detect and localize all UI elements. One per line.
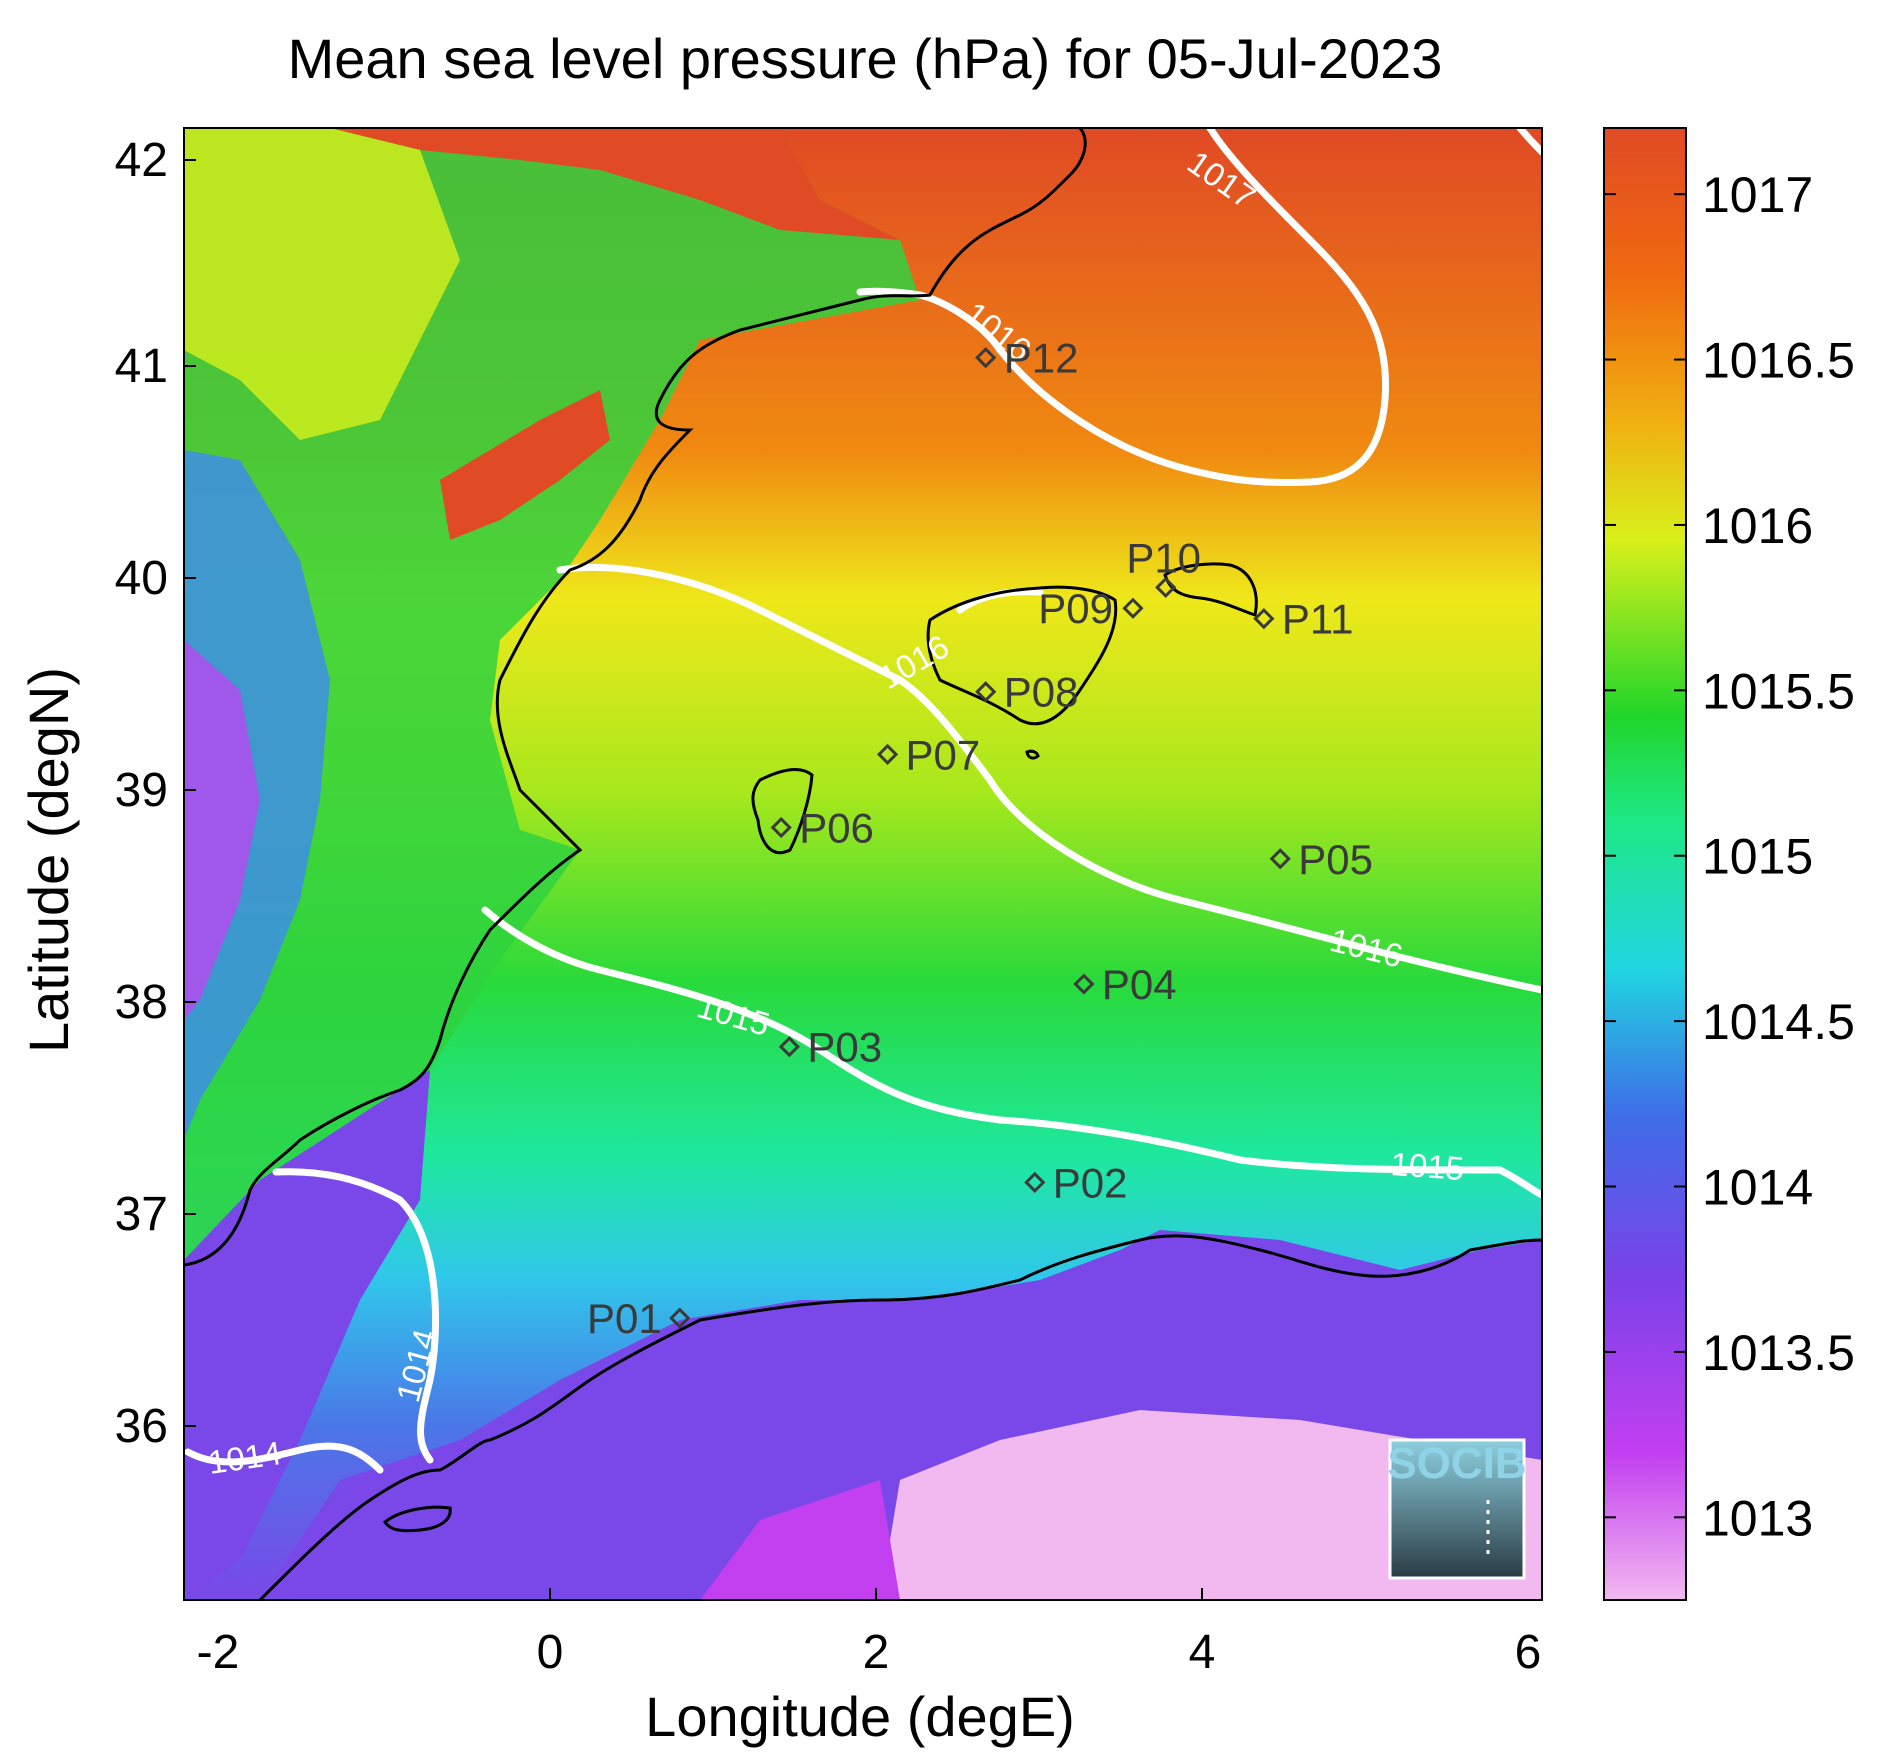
station-label-p05: P05	[1298, 836, 1373, 883]
colorbar-tick-label: 1013.5	[1702, 1325, 1855, 1381]
figure-title: Mean sea level pressure (hPa) for 05-Jul…	[288, 27, 1443, 90]
station-label-p11: P11	[1282, 596, 1354, 643]
x-tick-label: 4	[1189, 1626, 1216, 1679]
plot-frame	[183, 127, 1543, 1601]
coastline-alboran	[383, 1505, 452, 1533]
station-marker-p01	[669, 1307, 691, 1329]
colorbar-ticks: 1013 1013.5 1014 1014.5 1015 1015.5 1016 1016.5…	[1604, 167, 1855, 1546]
station-label-p08: P08	[1004, 669, 1079, 716]
y-tick-label: 39	[115, 764, 168, 817]
isobar-lines	[184, 128, 1542, 1474]
y-tick-label: 37	[115, 1188, 168, 1241]
y-tick-label: 38	[115, 976, 168, 1029]
isobar-1014-west	[272, 1168, 440, 1464]
station-marker-p10	[1155, 576, 1177, 598]
land-iberia-west-purple	[184, 640, 260, 1020]
isobar-1016	[556, 563, 1542, 994]
colorbar-tick-label: 1015	[1702, 829, 1813, 885]
coastline-mallorca	[926, 585, 1118, 726]
coastline-menorca	[1163, 562, 1258, 617]
isobar-1014-southwest	[184, 1442, 384, 1474]
land-africa-magenta	[700, 1480, 900, 1600]
land-africa-pink	[880, 1410, 1542, 1600]
colorbar-tick-label: 1014.5	[1702, 994, 1855, 1050]
x-tick-label: 6	[1515, 1626, 1542, 1679]
y-tick-label: 40	[115, 552, 168, 605]
isobar-1017-segment	[856, 287, 924, 299]
station-marker-p03	[778, 1036, 800, 1058]
station-label-p09: P09	[1038, 585, 1113, 632]
station-label-p10: P10	[1126, 534, 1201, 581]
station-label-p01: P01	[587, 1295, 662, 1342]
logo-box	[1388, 1438, 1526, 1580]
coastline-africa	[258, 1234, 1542, 1600]
station-label-p12: P12	[1004, 335, 1079, 382]
colorbar-tick-label: 1014	[1702, 1160, 1813, 1216]
colorbar-tick-label: 1016	[1702, 498, 1813, 554]
y-axis: 36 37 38 39 40 41 42 Latitude (degN)	[17, 134, 196, 1453]
station-marker-p06	[770, 816, 792, 839]
y-tick-label: 36	[115, 1400, 168, 1453]
coastline-iberia	[184, 128, 1087, 1267]
station-label-p06: P06	[799, 804, 874, 851]
station-label-p04: P04	[1102, 961, 1177, 1008]
station-label-p03: P03	[807, 1024, 882, 1071]
coastline-ibiza	[751, 768, 814, 855]
station-marker-p12	[975, 347, 997, 369]
isobar-1015	[481, 906, 1542, 1199]
land-iberia-yellow-band	[184, 128, 460, 440]
land-iberia-north-orange	[330, 128, 900, 240]
station-marker-p11	[1253, 608, 1275, 630]
socib-logo: SOCIB	[1387, 1438, 1527, 1580]
logo-text: SOCIB	[1387, 1439, 1526, 1488]
colorbar-tick-label: 1013	[1702, 1490, 1813, 1546]
x-axis-label: Longitude (degE)	[645, 1685, 1075, 1748]
station-marker-p09	[1122, 597, 1144, 619]
station-marker-p08	[975, 681, 997, 703]
land-iberia-red-patch	[440, 390, 610, 540]
x-axis: -2 0 2 4 6 Longitude (degE)	[197, 1588, 1542, 1748]
colorbar: 1013 1013.5 1014 1014.5 1015 1015.5 1016 1016.5…	[1603, 127, 1855, 1601]
colorbar-tick-label: 1016.5	[1702, 333, 1855, 389]
x-tick-label: 2	[863, 1626, 890, 1679]
map-plot-area	[184, 128, 1542, 1600]
colorbar-gradient	[1603, 127, 1687, 1601]
isobar-label-1015-east: 1015	[1390, 1145, 1466, 1187]
station-label-p07: P07	[906, 731, 981, 778]
y-axis-label: Latitude (degN)	[17, 667, 80, 1053]
coastlines	[184, 128, 1542, 1600]
x-tick-label: 0	[537, 1626, 564, 1679]
station-marker-p05	[1269, 848, 1291, 870]
y-tick-label: 42	[115, 134, 168, 187]
x-tick-label: -2	[197, 1626, 240, 1679]
station-label-p02: P02	[1053, 1159, 1128, 1206]
colorbar-tick-label: 1017	[1702, 167, 1813, 223]
coastline-cabrera	[1025, 749, 1040, 760]
isobar-1017-closed	[916, 128, 1390, 486]
station-marker-p04	[1073, 973, 1095, 995]
stations-layer: P01 P02 P03 P04 P05 P06 P07 P08 P09 P10 P11 P12	[587, 335, 1373, 1342]
colorbar-tick-label: 1015.5	[1702, 663, 1855, 719]
y-tick-label: 41	[115, 340, 168, 393]
station-marker-p02	[1024, 1171, 1046, 1194]
isobar-1014-north-edge	[1516, 128, 1542, 156]
station-marker-p07	[876, 743, 899, 765]
